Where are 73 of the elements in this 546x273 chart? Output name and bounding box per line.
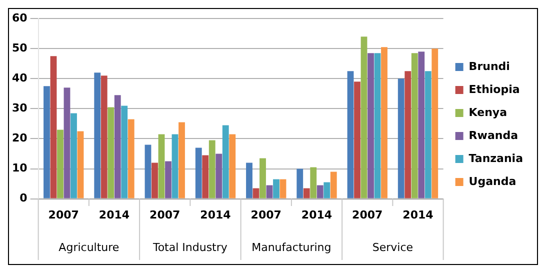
- y-tick-label: 50: [12, 41, 28, 54]
- y-tick-label: 0: [20, 192, 28, 205]
- x-tick-label: 2007: [48, 208, 79, 222]
- legend-label: Kenya: [468, 106, 508, 119]
- bar: [360, 36, 368, 198]
- bar: [121, 106, 128, 198]
- x-tick-label: 2014: [200, 208, 232, 222]
- y-tick-label: 20: [12, 132, 28, 145]
- bar: [418, 52, 425, 198]
- y-tick-label: 30: [12, 102, 28, 115]
- bar: [411, 53, 418, 198]
- bar: [354, 82, 360, 198]
- x-tick-label: 2007: [352, 208, 383, 222]
- bar: [229, 134, 236, 198]
- x-tick-label: 2014: [301, 208, 332, 222]
- bar: [195, 148, 202, 198]
- bar: [178, 122, 185, 198]
- bar: [114, 95, 121, 198]
- bar: [165, 161, 172, 198]
- bar: [310, 167, 317, 198]
- bar: [432, 48, 438, 198]
- x-tick-label: 2007: [250, 208, 282, 222]
- bar: [347, 71, 354, 198]
- legend-label: Ethiopia: [468, 82, 520, 96]
- bar: [208, 140, 216, 198]
- bar: [152, 162, 158, 198]
- bar: [368, 53, 374, 198]
- y-tick-label: 10: [12, 162, 28, 175]
- bar: [381, 47, 388, 198]
- bar: [424, 71, 432, 198]
- bar: [330, 172, 337, 198]
- bar: [303, 188, 310, 198]
- bar: [252, 188, 260, 198]
- bar: [273, 179, 280, 198]
- x-tick-label: 2014: [98, 208, 130, 222]
- bar: [158, 134, 165, 198]
- bar: [144, 144, 152, 198]
- bar: [296, 168, 304, 198]
- bar: [128, 119, 134, 198]
- y-tick-label: 40: [12, 72, 28, 85]
- x-tick-label: 2014: [402, 208, 434, 222]
- bar: [266, 185, 273, 198]
- text: Manufacturing: [252, 240, 332, 254]
- y-tick-label: 60: [12, 11, 28, 24]
- text: Agriculture: [58, 240, 120, 254]
- bar: [172, 134, 178, 198]
- bar: [202, 155, 209, 198]
- bar: [246, 162, 252, 198]
- bar: [57, 130, 64, 198]
- bar: [70, 113, 77, 198]
- bar: [216, 154, 222, 198]
- bar: [50, 56, 57, 198]
- bar: [404, 71, 412, 198]
- legend-label: Uganda: [468, 174, 516, 188]
- bar: [94, 72, 101, 198]
- legend-label: Brundi: [468, 60, 510, 73]
- bar: [324, 182, 330, 198]
- bar: [222, 125, 229, 198]
- x-tick-label: 2007: [150, 208, 180, 222]
- bar: [398, 78, 404, 198]
- text: Service: [372, 240, 414, 254]
- bar: [100, 76, 108, 198]
- bar: [260, 158, 266, 198]
- bar: [108, 107, 114, 198]
- text: Total Industry: [152, 240, 228, 254]
- legend-label: Tanzania: [468, 152, 524, 165]
- bar: [64, 88, 70, 198]
- bar: [316, 185, 324, 198]
- bar: [280, 179, 286, 198]
- legend-label: Rwanda: [468, 128, 518, 142]
- bar: [44, 86, 50, 198]
- bar: [77, 131, 84, 198]
- bar: [374, 53, 381, 198]
